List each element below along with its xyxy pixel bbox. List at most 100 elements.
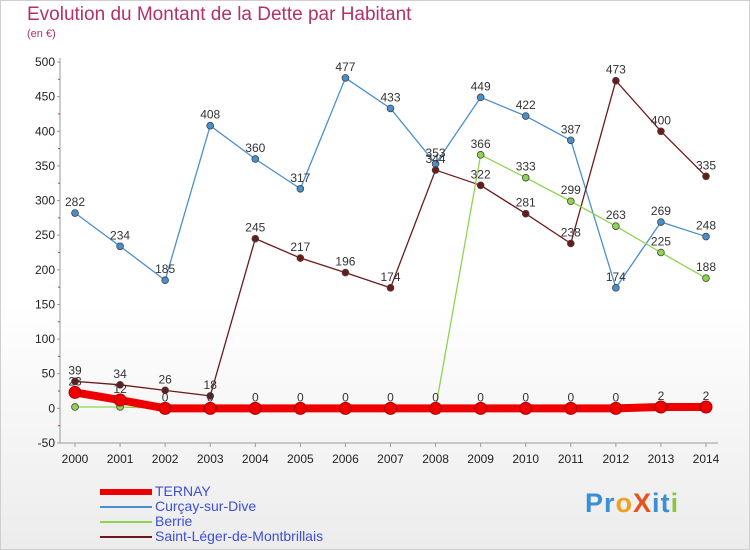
y-tick-label: 0 xyxy=(48,401,55,415)
data-label-ternay: 0 xyxy=(387,390,394,404)
data-label-ternay: 0 xyxy=(432,390,439,404)
data-label-ternay: 0 xyxy=(522,390,529,404)
data-point-saint-leger xyxy=(476,181,485,190)
data-point-ternay xyxy=(519,401,533,415)
proxiti-logo: ProXiti xyxy=(585,488,679,519)
data-label-saint-leger: 39 xyxy=(68,363,82,377)
data-point-ternay xyxy=(429,401,443,415)
legend-label-saint-leger: Saint-Léger-de-Montbrillais xyxy=(155,528,324,544)
y-tick-label: 250 xyxy=(35,228,55,242)
data-point-curcay xyxy=(521,112,530,120)
data-point-curcay xyxy=(612,284,620,292)
data-label-berrie: 333 xyxy=(516,160,536,174)
data-point-ternay xyxy=(248,401,262,415)
y-tick-label: 100 xyxy=(35,332,55,346)
data-label-ternay: 0 xyxy=(477,390,484,404)
x-tick-label: 2004 xyxy=(242,452,269,466)
data-label-curcay: 234 xyxy=(110,228,130,242)
data-label-ternay: 0 xyxy=(342,390,349,404)
data-label-curcay: 185 xyxy=(155,262,175,276)
data-point-curcay xyxy=(206,121,215,130)
data-point-saint-leger xyxy=(296,254,305,262)
data-point-saint-leger xyxy=(386,284,395,292)
data-point-curcay xyxy=(116,242,124,251)
data-point-berrie xyxy=(657,248,665,257)
data-point-curcay xyxy=(476,93,485,102)
data-point-curcay xyxy=(161,276,169,285)
data-label-saint-leger: 26 xyxy=(158,372,172,386)
data-point-ternay xyxy=(654,400,668,414)
series-line-saint-leger xyxy=(74,80,707,397)
y-tick-label: 500 xyxy=(35,55,55,69)
data-label-saint-leger: 18 xyxy=(204,378,218,392)
data-point-saint-leger xyxy=(566,239,575,248)
legend-swatch-curcay xyxy=(100,506,152,508)
data-label-ternay: 0 xyxy=(613,390,620,404)
data-label-saint-leger: 335 xyxy=(696,158,716,172)
data-label-saint-leger: 238 xyxy=(561,225,581,239)
data-point-curcay xyxy=(296,184,305,193)
data-label-curcay: 433 xyxy=(380,90,400,104)
data-label-saint-leger: 322 xyxy=(471,167,491,181)
data-point-curcay xyxy=(566,136,575,145)
data-point-berrie xyxy=(566,197,575,206)
x-tick-label: 2002 xyxy=(152,452,179,466)
logo-letter-0: P xyxy=(585,488,605,518)
data-label-saint-leger: 344 xyxy=(426,152,446,166)
data-label-saint-leger: 217 xyxy=(290,240,310,254)
data-label-ternay: 2 xyxy=(703,389,710,403)
data-point-ternay xyxy=(203,401,217,415)
data-label-curcay: 353 xyxy=(426,146,446,160)
data-label-ternay: 0 xyxy=(567,390,574,404)
legend-label-curcay: Curçay-sur-Dive xyxy=(155,498,257,514)
data-label-curcay: 449 xyxy=(471,79,491,93)
data-label-saint-leger: 400 xyxy=(651,113,671,127)
data-point-curcay xyxy=(341,74,350,82)
y-tick-label: 450 xyxy=(35,90,55,104)
data-label-curcay: 477 xyxy=(335,60,355,74)
data-point-saint-leger xyxy=(612,76,620,85)
x-tick-label: 2014 xyxy=(693,452,720,466)
data-label-berrie: 299 xyxy=(561,183,581,197)
data-label-ternay: 12 xyxy=(113,382,127,396)
data-label-berrie: 366 xyxy=(471,137,491,151)
data-point-berrie xyxy=(521,173,530,182)
data-point-curcay xyxy=(71,209,79,217)
data-label-ternay: 0 xyxy=(207,390,214,404)
data-point-saint-leger xyxy=(431,166,440,174)
legend-label-berrie: Berrie xyxy=(155,513,193,529)
logo-letter-6: i xyxy=(670,488,680,518)
data-label-saint-leger: 245 xyxy=(245,221,265,235)
logo-letter-3: X xyxy=(633,488,653,518)
data-point-ternay xyxy=(158,401,172,415)
data-point-ternay xyxy=(338,401,352,415)
data-point-berrie xyxy=(612,222,620,230)
y-tick-label: 200 xyxy=(35,263,55,277)
x-tick-label: 2009 xyxy=(467,452,494,466)
data-label-berrie: 225 xyxy=(651,235,671,249)
data-point-saint-leger xyxy=(702,172,710,181)
data-point-ternay xyxy=(384,401,397,415)
logo-letter-1: r xyxy=(604,488,616,518)
data-label-curcay: 248 xyxy=(696,219,716,233)
data-label-saint-leger: 34 xyxy=(113,367,127,381)
data-point-saint-leger xyxy=(206,392,215,400)
y-tick-label: 50 xyxy=(42,367,56,381)
data-point-berrie xyxy=(71,403,79,411)
data-point-curcay xyxy=(657,218,665,226)
x-tick-label: 2013 xyxy=(648,452,675,466)
y-tick-label: 300 xyxy=(35,194,55,208)
x-tick-label: 2005 xyxy=(287,452,314,466)
data-point-berrie xyxy=(702,274,710,282)
data-label-saint-leger: 281 xyxy=(516,196,536,210)
data-point-ternay xyxy=(564,401,578,415)
data-point-curcay xyxy=(386,104,395,113)
data-label-saint-leger: 196 xyxy=(335,255,355,269)
x-tick-label: 2006 xyxy=(332,452,359,466)
data-point-saint-leger xyxy=(116,381,124,389)
data-point-curcay xyxy=(702,232,710,241)
chart-title: Evolution du Montant de la Dette par Hab… xyxy=(27,4,412,25)
data-label-curcay: 387 xyxy=(561,122,581,136)
x-tick-label: 2007 xyxy=(377,452,404,466)
